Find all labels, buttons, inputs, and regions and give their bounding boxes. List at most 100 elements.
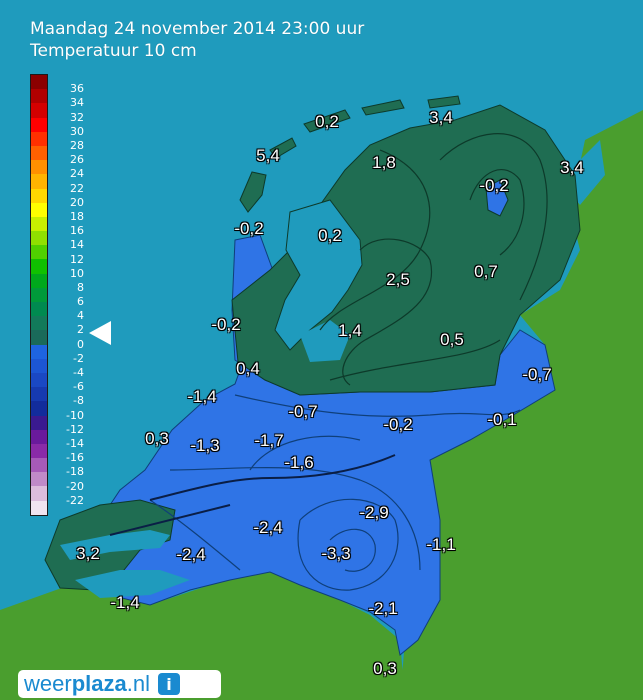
logo-text-weer: weer [24, 671, 72, 696]
legend-label: -16 [66, 451, 84, 465]
station-value: 3,4 [429, 108, 453, 127]
legend-swatch [31, 216, 47, 232]
station-value: -3,3 [321, 544, 351, 563]
legend-label: 2 [77, 323, 84, 337]
info-icon[interactable]: i [157, 673, 180, 695]
legend-label: 18 [70, 209, 84, 223]
isotherms [319, 133, 548, 386]
variable-subtitle: Temperatuur 10 cm [30, 41, 197, 61]
legend-swatch [31, 202, 47, 217]
legend-pointer-icon [89, 321, 111, 345]
station-value: 3,4 [560, 158, 584, 177]
station-value: 0,2 [315, 112, 339, 131]
station-value: -0,1 [487, 410, 517, 429]
station-value: -0,7 [288, 402, 318, 421]
legend-swatch [31, 75, 47, 90]
legend-swatch [31, 358, 47, 373]
station-value: 0,4 [236, 359, 260, 378]
legend-label: 4 [77, 309, 84, 323]
station-value: -2,9 [359, 503, 389, 522]
station-value: 2,5 [386, 270, 410, 289]
station-value: 0,3 [145, 429, 169, 448]
island-vlieland [269, 137, 297, 159]
legend-swatch [31, 500, 47, 515]
station-value: -1,3 [190, 436, 220, 455]
station-value: -1,6 [284, 453, 314, 472]
legend-swatch [31, 188, 47, 203]
station-value: 0,7 [474, 262, 498, 281]
legend-swatch [31, 443, 47, 459]
station-value: -2,4 [253, 518, 283, 537]
legend-label: 34 [70, 96, 84, 110]
legend-label: 32 [70, 110, 84, 124]
land-belgium [0, 570, 405, 700]
station-value: -2,4 [176, 545, 206, 564]
station-value: -1,4 [110, 593, 140, 612]
legend-label: 0 [77, 337, 84, 351]
station-value: -0,7 [522, 365, 552, 384]
legend-swatch [31, 174, 47, 189]
island-schiermonnikoog [427, 95, 461, 109]
lake-north [485, 179, 509, 217]
station-value: -1,1 [426, 535, 456, 554]
station-value: -1,4 [187, 387, 217, 406]
legend-swatch [31, 330, 47, 345]
legend-label: 24 [70, 167, 84, 181]
legend-swatch [31, 259, 47, 274]
legend-label: 22 [70, 181, 84, 195]
station-value: 1,4 [338, 321, 362, 340]
legend-label: 28 [70, 138, 84, 152]
station-value: 1,8 [372, 153, 396, 172]
legend-swatch [31, 401, 47, 416]
station-value: 0,2 [318, 226, 342, 245]
legend-swatch [31, 344, 47, 359]
legend-label: -20 [66, 479, 84, 493]
delta-water-2 [75, 570, 190, 598]
legend-label: -14 [66, 437, 84, 451]
legend-swatch [31, 145, 47, 161]
station-value: -1,7 [254, 431, 284, 450]
legend-label: -22 [66, 493, 84, 507]
legend-swatch [31, 387, 47, 402]
legend-label: -10 [66, 408, 84, 422]
legend-swatch [31, 472, 47, 487]
legend-swatch [31, 103, 47, 118]
delta-water-1 [60, 530, 170, 560]
legend-label: 16 [70, 224, 84, 238]
station-value: -2,1 [368, 599, 398, 618]
legend-swatch [31, 415, 47, 430]
legend-label: 10 [70, 266, 84, 280]
legend-swatch [31, 458, 47, 473]
legend-label: -4 [73, 366, 84, 380]
legend-swatch [31, 486, 47, 501]
island-ameland [361, 99, 405, 116]
legend-label: 20 [70, 195, 84, 209]
legend-swatch [31, 160, 47, 175]
legend-swatch [31, 117, 47, 132]
legend-swatch [31, 287, 47, 302]
weerplaza-logo[interactable]: weer plaza .nl i [18, 670, 221, 698]
station-value: 0,5 [440, 330, 464, 349]
rivers [109, 454, 396, 536]
legend-label: 36 [70, 82, 84, 96]
station-value: -0,2 [234, 219, 264, 238]
legend-label: 6 [77, 295, 84, 309]
legend-label: -6 [73, 380, 84, 394]
legend-swatch [31, 302, 47, 317]
station-value: -0,2 [211, 315, 241, 334]
legend-swatch [31, 372, 47, 388]
markermeer [300, 320, 350, 362]
legend-color-bar [30, 74, 48, 516]
legend-label: 12 [70, 252, 84, 266]
legend-label: 26 [70, 153, 84, 167]
station-value: 5,4 [256, 146, 280, 165]
legend-swatch [31, 429, 47, 444]
legend-swatch [31, 316, 47, 331]
legend-swatch [31, 231, 47, 246]
logo-text-plaza: plaza [71, 671, 127, 696]
legend-swatch [31, 131, 47, 146]
legend-labels: 36 34 32 30 28 26 24 22 20 18 16 14 12 10 8 6 4 2 0 -2 -4 -6-… [54, 74, 84, 516]
legend-label: -8 [73, 394, 84, 408]
logo-text-nl: .nl [126, 671, 150, 696]
